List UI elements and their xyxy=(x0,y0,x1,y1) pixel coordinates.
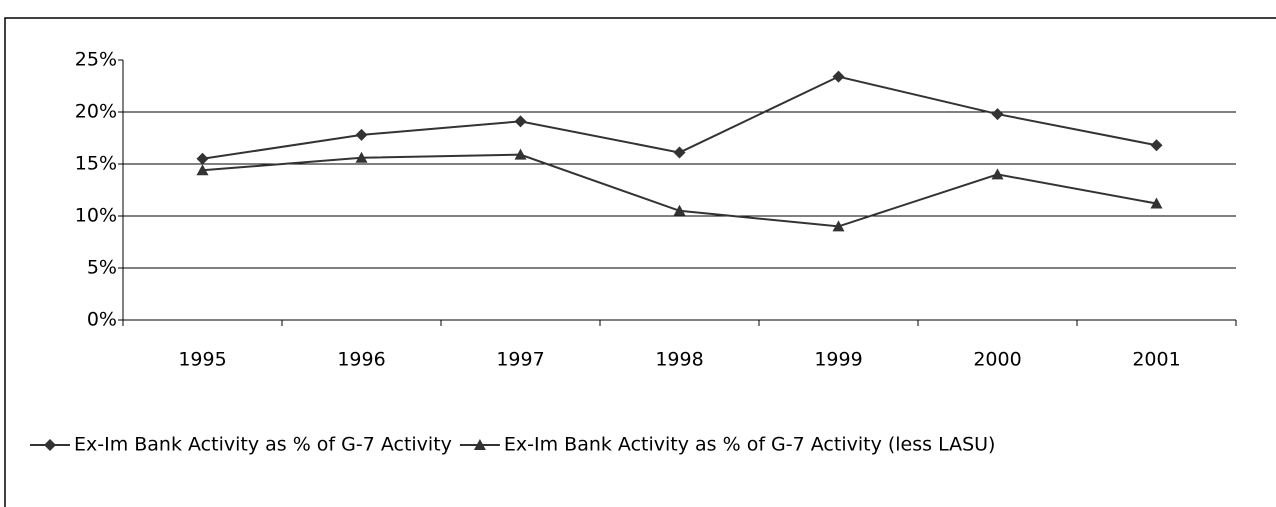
x-tick-label: 1996 xyxy=(337,349,385,371)
triangle-marker xyxy=(991,168,1004,180)
triangle-marker xyxy=(473,439,486,450)
y-tick-label: 10% xyxy=(75,205,117,227)
x-tick-label: 1999 xyxy=(814,349,862,371)
x-tick-label: 1995 xyxy=(178,349,226,371)
x-tick-label: 1998 xyxy=(655,349,703,371)
triangle-marker xyxy=(196,164,209,176)
diamond-marker xyxy=(673,146,686,159)
triangle-marker xyxy=(673,204,686,216)
legend-label: Ex-Im Bank Activity as % of G-7 Activity… xyxy=(504,434,996,456)
diamond-marker xyxy=(355,128,368,141)
x-tick-label: 2001 xyxy=(1132,349,1180,371)
y-tick-label: 5% xyxy=(87,257,117,279)
diamond-marker xyxy=(832,70,845,83)
y-tick-label: 25% xyxy=(75,49,117,71)
diamond-marker xyxy=(44,439,56,451)
triangle-marker xyxy=(832,220,845,232)
x-tick-label: 1997 xyxy=(496,349,544,371)
diamond-marker xyxy=(991,108,1004,121)
series-line xyxy=(202,75,1157,160)
y-tick-label: 0% xyxy=(87,309,117,331)
legend-label: Ex-Im Bank Activity as % of G-7 Activity xyxy=(74,434,452,456)
triangle-marker xyxy=(1150,197,1163,209)
triangle-marker xyxy=(355,151,368,163)
diamond-marker xyxy=(196,152,209,165)
diamond-marker xyxy=(1150,139,1163,152)
x-tick-label: 2000 xyxy=(973,349,1021,371)
triangle-marker xyxy=(514,148,527,160)
y-tick-label: 20% xyxy=(75,101,117,123)
y-tick-label: 15% xyxy=(75,153,117,175)
chart-frame xyxy=(4,17,1276,507)
diamond-marker xyxy=(514,115,527,128)
